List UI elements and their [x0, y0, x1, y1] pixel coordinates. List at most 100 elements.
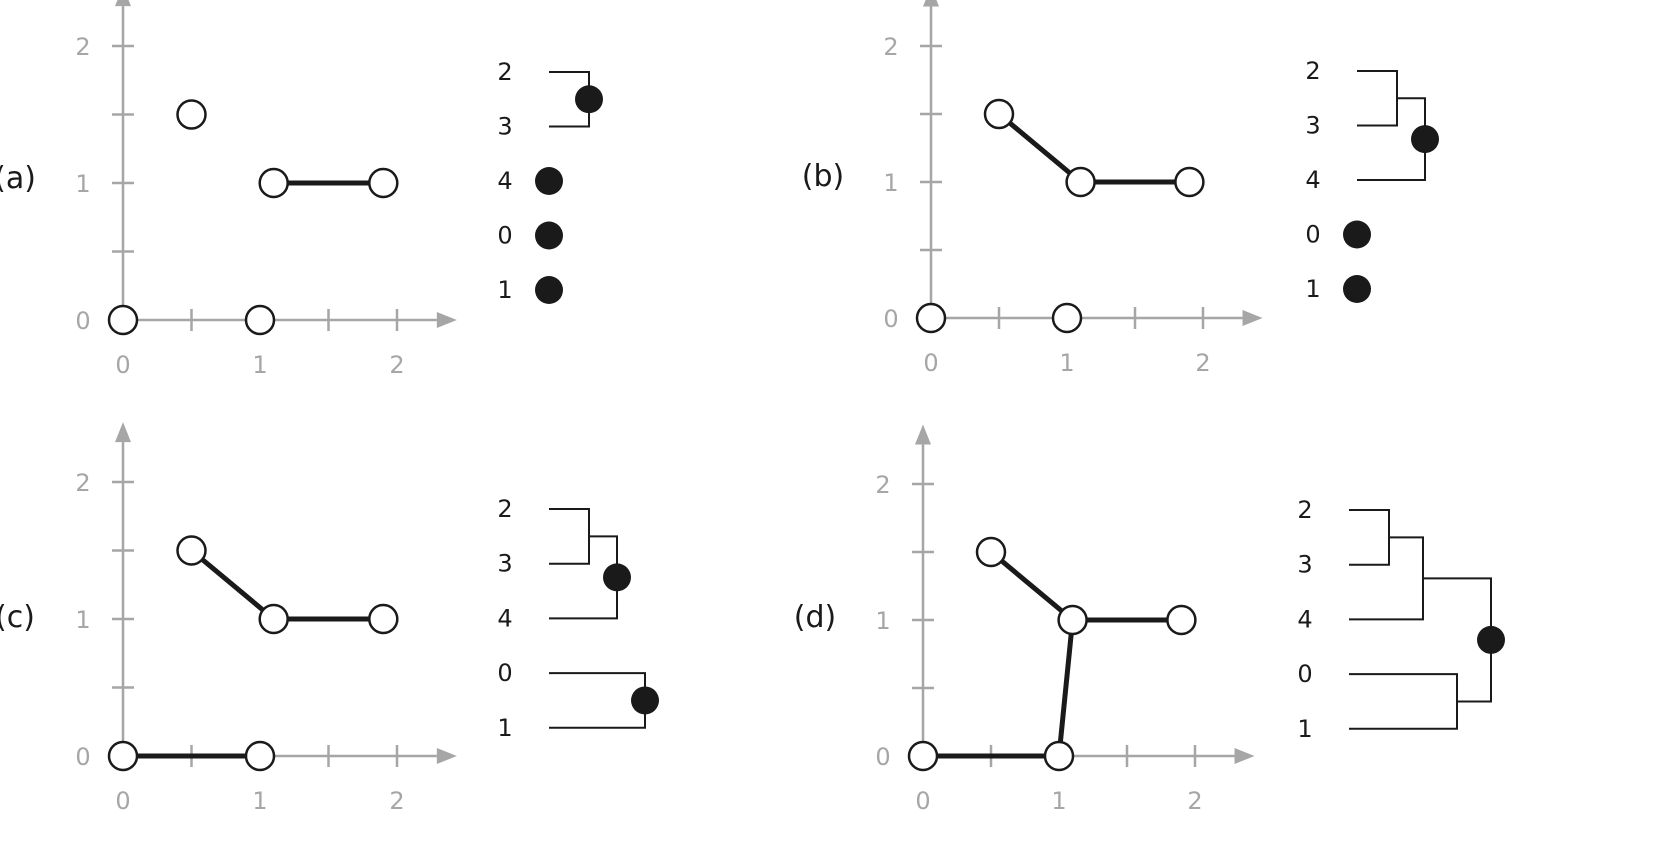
graph-node	[1043, 740, 1075, 772]
x-tick-label: 0	[915, 787, 930, 815]
x-tick-label: 0	[923, 349, 938, 377]
dendrogram-link	[549, 672, 646, 729]
dendrogram-leaf-label: 0	[1297, 660, 1312, 688]
dendrogram-link	[1349, 536, 1424, 621]
graph-node	[1174, 166, 1205, 198]
dendrogram-leaf-label: 0	[497, 222, 512, 250]
y-tick-label: 1	[875, 607, 890, 635]
dendrogram-link	[549, 508, 590, 565]
panel-b: (b) 0 1 2 0 1 2 2 3 4 0 1	[802, 0, 1439, 377]
graph-node	[176, 535, 207, 566]
graph-node	[975, 536, 1007, 568]
dendrogram-leaf-label: 2	[1305, 57, 1320, 85]
graph-node	[244, 740, 276, 772]
panel-c: (c) 0 1 2 0 1 2 2 3 4 0 1	[0, 422, 659, 815]
graph-node	[983, 98, 1015, 130]
y-tick-label: 0	[875, 743, 890, 771]
dendrogram-leaf-label: 3	[497, 113, 512, 141]
y-tick-label: 0	[883, 305, 898, 333]
dendrogram-leaf-label: 3	[1297, 551, 1312, 579]
y-tick-label: 0	[75, 743, 90, 771]
dendrogram-leaf-label: 1	[1297, 715, 1312, 743]
x-tick-label: 1	[252, 351, 267, 379]
y-tick-label: 2	[875, 471, 890, 499]
graph-node	[368, 167, 399, 199]
graph-node	[244, 304, 276, 336]
axes: 0 1 2 0 1 2	[883, 0, 1263, 377]
x-tick-label: 2	[389, 787, 404, 815]
graph-edge	[996, 111, 1084, 185]
x-tick-label: 0	[115, 351, 130, 379]
panel-label: (c)	[0, 600, 35, 635]
dendrogram-cluster-dot	[535, 276, 563, 304]
y-tick-label: 1	[75, 170, 90, 198]
graph-node	[258, 167, 289, 199]
dendrogram-leaf-label: 4	[497, 604, 512, 632]
y-axis-arrow	[115, 422, 131, 443]
y-axis-arrow	[915, 424, 931, 445]
graph-node	[176, 99, 207, 130]
panel-label: (d)	[794, 600, 836, 635]
panel-d: (d) 0 1 2 0 1 2 2 3 4 0 1	[794, 424, 1505, 815]
graph-node	[915, 302, 947, 334]
dendrogram-cluster-dot	[535, 221, 563, 250]
dendrogram-cluster-dot	[1343, 220, 1371, 249]
panel-label: (b)	[802, 159, 844, 194]
x-tick-label: 1	[1059, 349, 1074, 377]
x-axis-arrow	[436, 312, 457, 328]
dendrogram-leaf-label: 1	[497, 276, 512, 304]
dendrogram-leaf-label: 1	[1305, 275, 1320, 303]
y-tick-label: 0	[75, 307, 90, 335]
dendrogram-cluster-dot	[1477, 625, 1505, 654]
dendrogram-cluster-dot	[631, 686, 659, 715]
x-tick-label: 1	[252, 787, 267, 815]
dendrogram-cluster-dot	[535, 167, 563, 195]
graph-node	[107, 304, 139, 336]
dendrogram-cluster-dot	[603, 563, 631, 592]
panel-a: (a) 0 1 2 0 1 2 2 3 4 0 1	[0, 0, 603, 379]
y-tick-label: 1	[883, 169, 898, 197]
graph-node	[1057, 604, 1088, 636]
graph-edge	[988, 549, 1076, 623]
dendrogram-leaf-label: 3	[1305, 112, 1320, 140]
x-tick-label: 2	[389, 351, 404, 379]
dendrogram-leaf-label: 2	[497, 495, 512, 523]
graph-node	[1051, 302, 1083, 334]
y-axis-arrow	[115, 0, 131, 7]
x-axis-arrow	[1242, 310, 1263, 326]
panel-label: (a)	[0, 161, 36, 196]
x-tick-label: 2	[1187, 787, 1202, 815]
graph-edge	[189, 548, 277, 622]
graph-node	[1166, 604, 1197, 636]
y-tick-label: 2	[75, 33, 90, 61]
dendrogram-leaf-label: 4	[1297, 605, 1312, 633]
dendrogram-link	[1349, 509, 1390, 566]
dendrogram: 2 3 4 0 1	[1297, 496, 1505, 743]
dendrogram: 2 3 4 0 1	[497, 495, 659, 742]
dendrogram-leaf-label: 4	[1305, 166, 1320, 194]
dendrogram-link	[1349, 673, 1458, 730]
y-tick-label: 2	[883, 33, 898, 61]
dendrogram-cluster-dot	[1411, 125, 1439, 154]
dendrogram-leaf-label: 3	[497, 550, 512, 578]
axes: 0 1 2 0 1 2	[75, 0, 457, 379]
dendrogram-leaf-label: 2	[1297, 496, 1312, 524]
dendrogram-leaf-label: 4	[497, 167, 512, 195]
y-tick-label: 1	[75, 606, 90, 634]
x-axis-arrow	[436, 748, 457, 764]
dendrogram-link	[1357, 70, 1398, 127]
dendrogram: 2 3 4 0 1	[497, 58, 603, 304]
dendrogram-leaf-label: 1	[497, 714, 512, 742]
graph-edge	[1056, 617, 1076, 759]
graph-node	[907, 740, 939, 772]
graph-node	[258, 603, 289, 635]
x-axis-arrow	[1234, 748, 1255, 764]
dendrogram-leaf-label: 2	[497, 58, 512, 86]
x-tick-label: 2	[1195, 349, 1210, 377]
dendrogram-leaf-label: 0	[1305, 221, 1320, 249]
dendrogram-cluster-dot	[575, 85, 603, 114]
graph-node	[368, 603, 399, 635]
graph-node	[1065, 166, 1096, 198]
y-axis-arrow	[923, 0, 939, 7]
